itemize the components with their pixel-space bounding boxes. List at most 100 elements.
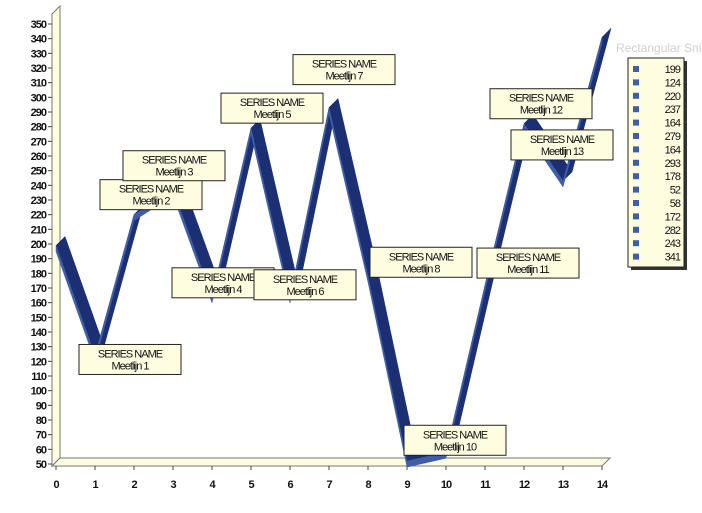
x-tick-label: 0 <box>53 479 59 491</box>
y-tick-label: 250 <box>31 166 47 178</box>
floor <box>50 457 612 467</box>
legend-swatch <box>633 240 639 247</box>
data-label-series: SERIES NAME <box>509 93 574 105</box>
x-tick-label: 14 <box>597 479 609 491</box>
data-label-box <box>99 179 203 211</box>
data-label-name: Meetlijn 4 <box>204 284 242 296</box>
legend-entry: 293 <box>665 158 681 170</box>
legend-swatch <box>633 106 639 113</box>
watermark-text: Rectangular Snip <box>616 41 702 55</box>
x-tick-label: 7 <box>326 479 332 491</box>
legend-entry: 237 <box>665 104 681 116</box>
y-tick-label: 220 <box>31 210 47 222</box>
legend-entry: 172 <box>665 211 681 223</box>
x-tick-label: 8 <box>365 479 371 491</box>
data-label-name: Meetlijn 8 <box>402 263 440 275</box>
y-tick-label: 90 <box>36 400 47 412</box>
legend-entry: 52 <box>670 185 681 197</box>
legend-swatch <box>633 119 639 126</box>
chart-walls <box>50 4 612 468</box>
legend-entry: 220 <box>665 91 681 103</box>
y-tick-label: 110 <box>31 371 47 383</box>
legend-entry: 58 <box>670 198 681 210</box>
data-label-box <box>489 88 593 120</box>
y-tick-label: 330 <box>31 48 47 60</box>
legend-entry: 282 <box>665 225 681 237</box>
ribbon-segment <box>94 214 135 362</box>
legend-entry: 243 <box>665 238 681 250</box>
legend-swatch <box>633 133 639 139</box>
y-tick-label: 260 <box>31 151 47 163</box>
x-tick-label: 11 <box>480 479 491 491</box>
data-label-series: SERIES NAME <box>389 251 454 263</box>
data-label-series: SERIES NAME <box>98 348 163 360</box>
y-tick-label: 240 <box>31 180 47 192</box>
data-label-box <box>369 246 473 278</box>
y-tick-label: 230 <box>31 195 47 207</box>
y-tick-label: 60 <box>36 444 47 456</box>
legend-swatch <box>633 200 639 206</box>
y-tick-label: 100 <box>31 386 47 398</box>
legend-swatch <box>633 92 639 99</box>
y-tick-label: 350 <box>31 19 47 31</box>
data-label-box <box>292 54 396 86</box>
legend-swatch <box>633 253 639 260</box>
data-label-name: Meetlijn 10 <box>434 441 477 453</box>
y-tick-label: 70 <box>36 430 47 442</box>
legend-swatch <box>633 186 639 193</box>
ribbon-segment-top <box>55 236 105 356</box>
ribbon-segment <box>328 107 369 283</box>
y-tick-label: 120 <box>31 356 47 368</box>
y-tick-label: 180 <box>31 268 47 280</box>
x-tick-label: 9 <box>404 479 410 491</box>
legend-swatch <box>633 173 639 180</box>
data-label-series: SERIES NAME <box>530 134 595 146</box>
y-tick-label: 80 <box>36 415 47 427</box>
x-tick-label: 1 <box>92 479 98 491</box>
data-label-box <box>403 424 507 456</box>
data-label-name: Meetlijn 6 <box>286 286 324 298</box>
y-axis: 50 60 70 80 90 100 110 120 130 140 150 160 170 180 190… <box>31 19 52 471</box>
legend-entry: 199 <box>665 64 681 76</box>
x-tick-label: 10 <box>441 479 452 491</box>
x-tick-label: 4 <box>209 479 216 491</box>
x-tick-label: 2 <box>131 479 137 491</box>
ribbon-segment <box>367 276 408 468</box>
legend-swatch <box>633 213 639 220</box>
y-tick-label: 200 <box>31 239 47 251</box>
y-tick-label: 50 <box>36 459 47 471</box>
back-wall <box>51 4 61 468</box>
y-tick-label: 290 <box>31 107 47 119</box>
y-tick-label: 280 <box>31 122 47 134</box>
legend-swatch <box>633 226 639 233</box>
data-label-series: SERIES NAME <box>142 155 207 167</box>
data-label-name: Meetlijn 1 <box>111 360 149 372</box>
data-label-series: SERIES NAME <box>312 59 377 71</box>
data-label-series: SERIES NAME <box>423 429 488 441</box>
data-label-series: SERIES NAME <box>240 97 305 109</box>
y-tick-label: 130 <box>31 342 47 354</box>
data-label-series: SERIES NAME <box>273 274 338 286</box>
data-label-name: Meetlijn 2 <box>132 196 170 208</box>
y-tick-label: 300 <box>31 92 47 104</box>
legend-swatch <box>633 146 639 153</box>
data-label-box <box>78 343 182 375</box>
y-tick-label: 140 <box>31 327 47 339</box>
y-tick-label: 310 <box>31 78 47 90</box>
legend-swatch <box>633 66 639 72</box>
y-tick-label: 320 <box>31 63 47 75</box>
y-tick-label: 340 <box>31 34 47 46</box>
data-label-name: Meetlijn 12 <box>520 105 563 117</box>
y-tick-label: 270 <box>31 136 47 148</box>
y-tick-label: 210 <box>31 224 47 236</box>
data-label-series: SERIES NAME <box>496 252 561 264</box>
data-label-series: SERIES NAME <box>119 184 184 196</box>
data-label-name: Meetlijn 5 <box>253 109 291 121</box>
legend-entry: 164 <box>665 118 681 130</box>
data-label-box <box>253 269 357 301</box>
data-label-name: Meetlijn 13 <box>541 146 584 158</box>
data-label-box <box>510 129 614 161</box>
legend-swatch <box>633 79 639 86</box>
